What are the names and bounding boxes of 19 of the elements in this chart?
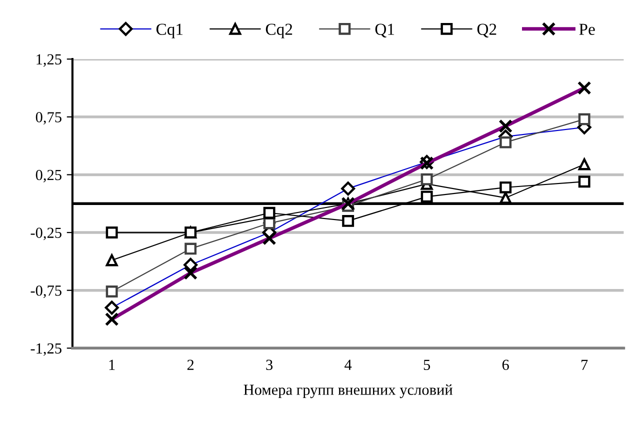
y-tick-label: 0,75 [36,112,62,125]
legend-label: Q1 [375,24,394,38]
legend-label: Pe [579,24,595,35]
x-tick-label: 4 [344,360,352,370]
x-tick-label: 1 [109,360,115,370]
x-tick-label: 7 [582,360,588,370]
y-tick-label: -1,25 [30,343,62,356]
y-tick-label: -0,75 [30,285,62,298]
y-tick-label: 1,25 [36,54,62,67]
legend-label: Q2 [477,24,496,38]
x-tick-label: 6 [502,360,509,370]
x-tick-label: 3 [266,360,273,370]
x-axis-title: Номера групп внешних условий [244,384,452,398]
y-tick-label: 0,25 [36,170,62,182]
x-tick-label: 2 [187,360,194,370]
legend-label: Cq2 [266,24,292,38]
legend-label: Cq1 [156,24,183,38]
x-tick-label: 5 [424,360,430,370]
y-tick-label: -0,25 [30,228,62,240]
